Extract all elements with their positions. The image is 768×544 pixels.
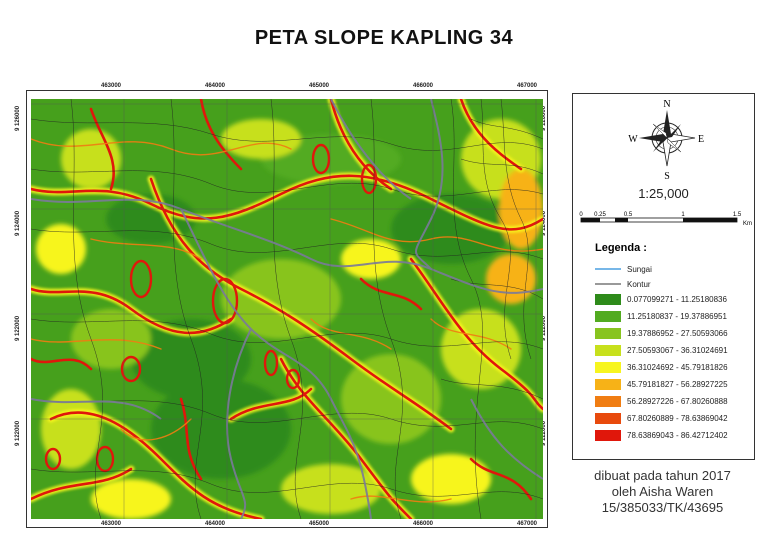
legend-class-label: 27.50593067 - 36.31024691 (627, 346, 728, 355)
legend-title: Legenda : (595, 242, 647, 254)
legend-class-label: 19.37886952 - 27.50593066 (627, 329, 728, 338)
legend-label-sungai: Sungai (627, 265, 652, 274)
river-lines (31, 99, 543, 519)
y-label-left-1: 9 126000 (15, 105, 21, 131)
scale-unit: Km (743, 221, 752, 227)
author-year: dibuat pada tahun 2017 (594, 468, 731, 483)
scale-tick-025: 0.25 (594, 212, 606, 218)
author-name: oleh Aisha Waren (611, 484, 714, 499)
x-label-top-5: 467000 (517, 83, 538, 89)
y-label-left-2: 9 124000 (15, 210, 21, 236)
legend-swatch (595, 362, 621, 373)
legend-swatch (595, 345, 621, 356)
contour-line-icon (595, 283, 621, 285)
x-label-bottom-4: 466000 (413, 521, 434, 527)
legend-class-label: 36.31024692 - 45.79181826 (627, 363, 728, 372)
x-label-top-3: 465000 (309, 83, 330, 89)
legend-label-kontur: Kontur (627, 280, 651, 289)
slope-map-svg (31, 99, 543, 519)
x-label-top-2: 464000 (205, 83, 226, 89)
legend-swatch (595, 311, 621, 322)
river-line-icon (595, 268, 621, 270)
legend-class-label: 56.28927226 - 67.80260888 (627, 397, 728, 406)
scale-ratio: 1:25,000 (638, 186, 689, 201)
map-frame: 463000 464000 465000 466000 467000 46300… (15, 83, 548, 528)
compass-w-label: W (628, 134, 638, 145)
y-label-left-3: 9 122000 (15, 315, 21, 341)
map-title: PETA SLOPE KAPLING 34 (254, 27, 514, 49)
legend-swatch (595, 379, 621, 390)
x-label-top-1: 463000 (101, 83, 122, 89)
legend-swatch (595, 396, 621, 407)
legend-class-label: 11.25180837 - 19.37886951 (627, 312, 727, 321)
legend-swatch (595, 430, 621, 441)
scale-tick-05: 0.5 (624, 212, 633, 218)
legend-class-label: 67.80260889 - 78.63869042 (627, 414, 728, 423)
legend-swatch (595, 413, 621, 424)
legend-swatch (595, 294, 621, 305)
compass-n-label: N (663, 99, 670, 110)
scale-bar: 0 0.25 0.5 1 1.5 Km (579, 212, 752, 227)
author-id: 15/385033/TK/43695 (601, 500, 724, 515)
x-label-bottom-2: 464000 (205, 521, 226, 527)
compass-s-label: S (664, 171, 670, 182)
contour-lines (31, 99, 543, 519)
x-label-top-4: 466000 (413, 83, 434, 89)
legend-class-label: 45.79181827 - 56.28927225 (627, 380, 728, 389)
compass-rose-icon: N S E W (628, 99, 704, 182)
y-label-left-4: 9 122000 (15, 420, 21, 446)
legend-class-label: 0.077099271 - 11.25180836 (627, 295, 727, 304)
scale-tick-0: 0 (579, 212, 583, 218)
compass-e-label: E (698, 134, 704, 145)
scale-tick-15: 1.5 (733, 212, 742, 218)
legend-class-label: 78.63869043 - 86.42712402 (627, 431, 728, 440)
author-credit: dibuat pada tahun 2017 oleh Aisha Waren … (572, 468, 753, 516)
legend-panel: N S E W 1:25,000 0 0.25 0.5 1 1.5 Km Leg… (572, 93, 755, 460)
slope-map-raster[interactable] (31, 99, 543, 519)
legend-swatch (595, 328, 621, 339)
grid-lines (31, 99, 543, 519)
scale-tick-1: 1 (681, 212, 685, 218)
x-label-bottom-1: 463000 (101, 521, 122, 527)
x-label-bottom-3: 465000 (309, 521, 330, 527)
x-label-bottom-5: 467000 (517, 521, 538, 527)
